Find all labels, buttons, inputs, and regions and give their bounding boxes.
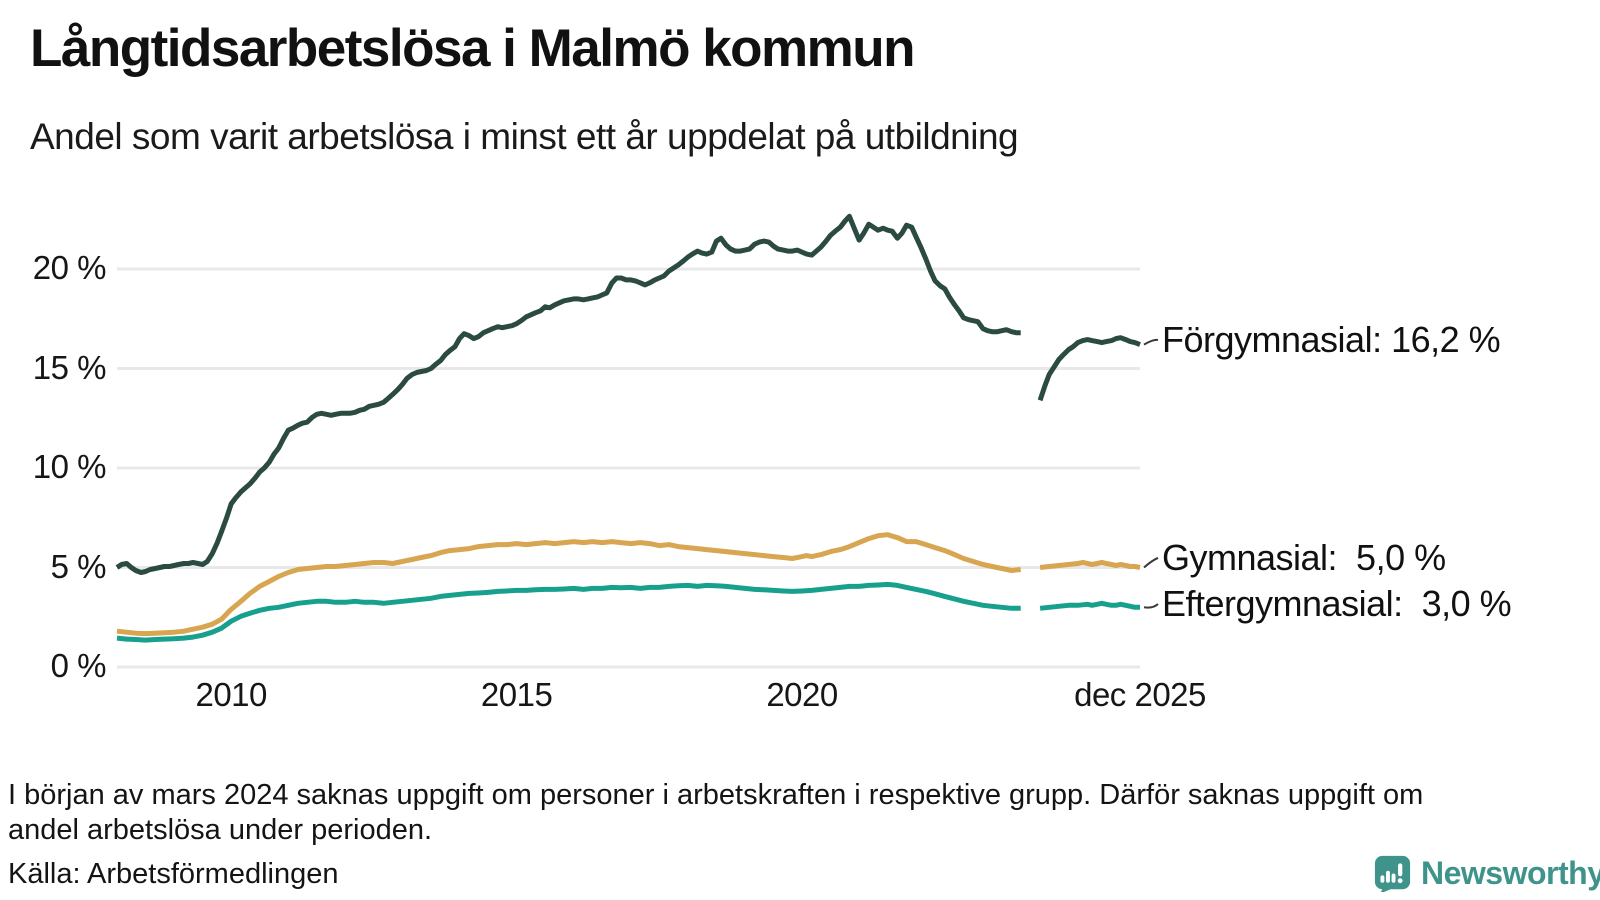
y-axis-tick-label: 0 % bbox=[50, 647, 107, 685]
end-label-forgymnasial: Förgymnasial: 16,2 % bbox=[1162, 319, 1501, 360]
series-line-förgymnasial bbox=[1037, 335, 1141, 402]
y-axis-tick-label: 20 % bbox=[32, 249, 107, 287]
annotation-leader-lines bbox=[1143, 338, 1159, 609]
newsworthy-logo: Newsworthy bbox=[1374, 855, 1600, 893]
series-lines bbox=[115, 213, 1141, 643]
chart-subtitle: Andel som varit arbetslösa i minst ett å… bbox=[30, 116, 1019, 157]
series-line-gymnasial bbox=[116, 532, 1021, 637]
x-axis-tick-label: 2015 bbox=[480, 676, 553, 713]
footnote: I början av mars 2024 saknas uppgift om … bbox=[8, 778, 1578, 849]
newsworthy-wordmark: Newsworthy bbox=[1421, 855, 1600, 891]
leader-line bbox=[1143, 557, 1159, 569]
source-line: Källa: Arbetsförmedlingen bbox=[8, 858, 339, 890]
newsworthy-chart-badge-icon bbox=[1374, 855, 1411, 893]
series-line-eftergymnasial bbox=[1039, 600, 1140, 611]
end-label-gymnasial: Gymnasial: 5,0 % bbox=[1162, 537, 1446, 578]
series-line-gymnasial bbox=[1039, 560, 1141, 570]
leader-line bbox=[1143, 338, 1159, 346]
end-label-eftergymnasial: Eftergymnasial: 3,0 % bbox=[1162, 583, 1512, 624]
leader-line bbox=[1143, 603, 1159, 609]
x-axis-tick-label: dec 2025 bbox=[1074, 676, 1206, 713]
y-axis-tick-label: 10 % bbox=[32, 448, 107, 486]
series-line-förgymnasial bbox=[115, 213, 1021, 575]
x-axis-tick-label: 2010 bbox=[195, 676, 267, 713]
y-axis-tick-label: 5 % bbox=[50, 547, 107, 585]
gridlines bbox=[117, 267, 1140, 669]
x-axis-tick-label: 2020 bbox=[766, 676, 838, 713]
footnote-line-2: andel arbetslösa under perioden. bbox=[8, 814, 433, 847]
y-axis-tick-label: 15 % bbox=[32, 348, 107, 386]
chart-title: Långtidsarbetslösa i Malmö kommun bbox=[30, 19, 916, 78]
footnote-line-1: I början av mars 2024 saknas uppgift om … bbox=[8, 779, 1424, 811]
series-line-eftergymnasial bbox=[116, 581, 1021, 643]
